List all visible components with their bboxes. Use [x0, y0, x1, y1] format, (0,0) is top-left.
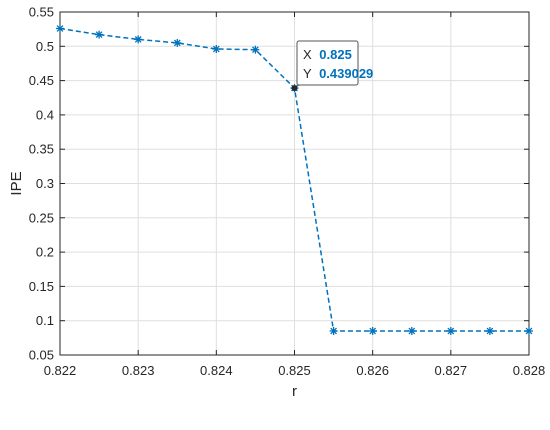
x-tick-label: 0.823 [122, 363, 155, 378]
y-tick-label: 0.45 [29, 73, 54, 88]
y-tick-label: 0.25 [29, 210, 54, 225]
datatip-box[interactable] [296, 40, 359, 86]
datatip-y-row: Y 0.439029 [303, 66, 373, 81]
datatip[interactable]: X 0.825 Y 0.439029 [291, 40, 374, 92]
data-point-marker[interactable] [134, 35, 143, 44]
datatip-y-value: 0.439029 [319, 66, 373, 81]
data-point-marker[interactable] [329, 327, 338, 335]
marker-stroke [212, 45, 220, 53]
marker-stroke [173, 39, 181, 47]
data-point-marker[interactable] [95, 30, 104, 39]
datatip-point-marker[interactable] [291, 85, 298, 92]
marker-stroke [330, 327, 337, 335]
x-tick-label: 0.826 [356, 363, 389, 378]
marker-stroke [525, 327, 533, 335]
y-tick-label: 0.2 [36, 245, 54, 260]
y-tick-label: 0.55 [29, 5, 54, 20]
y-tick-label: 0.15 [29, 279, 54, 294]
data-point-marker[interactable] [446, 327, 455, 335]
y-tick-label: 0.05 [29, 348, 54, 363]
data-point-marker[interactable] [173, 38, 182, 47]
data-point-marker[interactable] [407, 327, 416, 335]
x-tick-labels: 0.822 0.823 0.824 0.825 0.826 0.827 0.828 [44, 363, 546, 378]
data-point-marker[interactable] [485, 327, 494, 335]
data-point-marker[interactable] [368, 327, 377, 335]
x-tick-label: 0.825 [278, 363, 311, 378]
datatip-x-label: X [303, 47, 312, 62]
marker-stroke [95, 31, 103, 38]
data-point-marker[interactable] [56, 24, 64, 33]
marker-stroke [56, 25, 64, 32]
y-tick-label: 0.1 [36, 313, 54, 328]
y-tick-labels: 0.05 0.1 0.15 0.2 0.25 0.3 0.35 0.4 0.45 0.5 0.55 [29, 5, 54, 363]
y-tick-label: 0.4 [36, 107, 54, 122]
data-point-marker[interactable] [212, 45, 221, 53]
y-axis-title: IPE [8, 171, 25, 195]
x-tick-label: 0.824 [200, 363, 233, 378]
marker-stroke [369, 327, 377, 335]
marker-stroke [252, 46, 259, 54]
x-tick-label: 0.827 [435, 363, 468, 378]
marker-stroke [486, 327, 494, 335]
y-tick-label: 0.3 [36, 176, 54, 191]
x-axis-title: r [292, 383, 297, 400]
marker-stroke [134, 36, 142, 43]
y-tick-label: 0.5 [36, 39, 54, 54]
marker-stroke [408, 327, 416, 335]
datatip-x-row: X 0.825 [303, 47, 352, 62]
datatip-y-label: Y [303, 66, 312, 81]
y-tick-label: 0.35 [29, 142, 54, 157]
datatip-x-value: 0.825 [319, 47, 352, 62]
x-tick-label: 0.828 [513, 363, 546, 378]
marker-stroke [447, 327, 455, 335]
tick-marks [59, 11, 530, 356]
data-point-marker[interactable] [251, 45, 260, 54]
x-tick-label: 0.822 [44, 363, 77, 378]
data-point-marker[interactable] [525, 327, 533, 335]
